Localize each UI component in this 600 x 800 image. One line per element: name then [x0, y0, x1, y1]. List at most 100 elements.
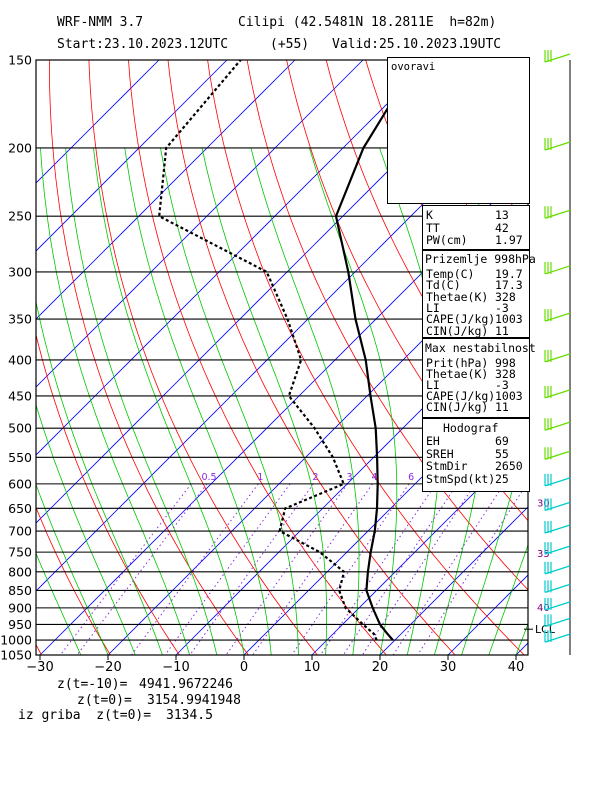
mixing-ratio-label: 2 — [312, 472, 318, 483]
surface-key: LI — [426, 300, 440, 315]
max-unstable-panel: Max nestabilnost Prit(hPa) 998 Thetae(K) 32… — [422, 338, 536, 418]
wind-barb — [544, 521, 571, 534]
max-unstable-key: LI — [426, 378, 440, 392]
wind-barb-staff — [544, 421, 571, 431]
moist-adiabat-line — [124, 147, 272, 655]
surface-value: 19.7 — [495, 267, 523, 281]
wind-barb — [544, 580, 571, 594]
pressure-tick-label: 200 — [8, 140, 32, 155]
wind-barb — [544, 206, 571, 219]
wind-barb — [544, 385, 571, 399]
surface-value: 328 — [495, 289, 516, 304]
wind-barb — [544, 498, 571, 511]
wind-barb-staff — [544, 265, 571, 275]
pressure-tick-label: 550 — [8, 450, 32, 465]
hodograph-panel: ovoravi — [387, 57, 530, 204]
isotherm-line — [36, 60, 364, 388]
mixing-ratio-line — [189, 483, 314, 655]
mixing-ratio-line — [342, 483, 458, 655]
pressure-tick-label: 150 — [8, 53, 32, 68]
pressure-tick-label: 750 — [8, 545, 32, 560]
pressure-tick-label: 350 — [8, 312, 32, 327]
pressure-tick-label: 1050 — [0, 648, 32, 663]
mixing-ratio-label: 1 — [257, 472, 263, 483]
footer-z0-label: z(t=0)= — [77, 693, 132, 708]
max-unstable-value: 328 — [495, 367, 516, 381]
wind-barb-staff — [544, 209, 571, 219]
pressure-tick-label: 600 — [8, 476, 32, 491]
moist-adiabat-line — [250, 147, 360, 655]
moist-adiabat-line — [160, 147, 299, 655]
dry-adiabat-line — [36, 506, 111, 655]
mixing-ratio-line — [252, 483, 373, 655]
hodograph-param-key: StmDir — [426, 459, 468, 473]
surface-key: CIN(J/kg) — [426, 323, 489, 338]
hodograph-panel-title: ovoravi — [391, 61, 436, 73]
temp-tick-label: 10 — [304, 660, 321, 675]
temp-tick-label: 40 — [508, 660, 525, 675]
footer-grib-value: 3134.5 — [166, 708, 213, 723]
pressure-tick-label: 400 — [8, 352, 32, 367]
wind-barb-staff — [544, 353, 571, 363]
hodograph-param-key: StmSpd(kt) — [426, 471, 496, 486]
mixing-ratio-line — [320, 483, 437, 655]
mixing-ratio-line — [392, 483, 505, 655]
valid-time: 19UTC — [462, 37, 502, 52]
wind-barb — [544, 418, 571, 431]
wind-barb — [544, 614, 571, 628]
location-label: Cilipi (42.5481N 18.2811E h=82m) — [238, 15, 497, 30]
index-key: TT — [426, 220, 440, 235]
wind-barb — [544, 309, 571, 322]
wind-barb — [544, 473, 571, 487]
hodograph-param-value: 69 — [495, 434, 509, 448]
footer-z0-value: 3154.9941948 — [147, 693, 241, 708]
surface-key: Td(C) — [426, 278, 461, 293]
mixing-ratio-label: 4 — [372, 472, 378, 483]
mixing-ratio-line — [291, 483, 410, 655]
dry-adiabat-line — [286, 60, 528, 522]
plot-area — [36, 60, 528, 655]
max-unstable-key: CIN(J/kg) — [426, 400, 489, 414]
max-unstable-key: Prit(hPa) — [426, 356, 489, 370]
dry-adiabat-line — [88, 60, 318, 655]
wind-barb — [544, 542, 571, 555]
indices-panel: K 13 TT 42 PW(cm) 1.97 — [422, 205, 530, 250]
index-value: 42 — [495, 220, 509, 235]
wind-barb — [544, 597, 571, 611]
index-value: 13 — [495, 208, 509, 222]
mixing-ratio-label: 3 — [346, 472, 352, 483]
moist-adiabat-line — [93, 147, 245, 655]
max-unstable-value: 11 — [495, 400, 509, 414]
wind-barb-staff — [544, 583, 571, 594]
pressure-tick-label: 800 — [8, 564, 32, 579]
moist-adiabat-line — [40, 147, 190, 655]
footer-grib-label: iz griba z(t=0)= — [18, 708, 152, 723]
pressure-tick-label: 900 — [8, 600, 32, 615]
surface-key: Thetae(K) — [426, 289, 489, 304]
temp-tick-label: 30 — [440, 660, 457, 675]
isotherm-line — [36, 60, 228, 252]
max-unstable-key: Thetae(K) — [426, 367, 489, 381]
hodograph-param-value: 25 — [495, 471, 509, 486]
dry-adiabat-line — [49, 60, 249, 655]
wind-barb — [544, 261, 571, 275]
valid-label: Valid:25.10.2023. — [332, 37, 466, 52]
max-unstable-value: 1003 — [495, 389, 523, 403]
wind-barb-staff — [544, 601, 571, 611]
wind-barb-staff — [544, 450, 571, 460]
moist-adiabat-line — [36, 552, 82, 655]
isotherm-line — [36, 60, 160, 184]
dry-adiabat-line — [128, 60, 387, 655]
moist-adiabat-line — [36, 403, 136, 655]
hodograph-param-key: SREH — [426, 446, 454, 461]
dry-adiabat-line — [167, 60, 456, 655]
moist-adiabat-line — [36, 483, 109, 655]
isotherm-line — [311, 438, 528, 655]
moist-adiabat-line — [461, 430, 528, 655]
wind-barb-staff — [544, 617, 571, 628]
max-unstable-value: 998 — [495, 356, 516, 370]
wind-barb-staff — [544, 633, 571, 643]
pressure-tick-label: 650 — [8, 501, 32, 516]
surface-title: Prizemlje 998hPa — [425, 252, 536, 266]
surface-value: 17.3 — [495, 278, 523, 293]
